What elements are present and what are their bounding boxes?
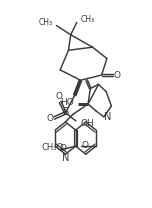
Text: HO: HO (60, 98, 74, 108)
Text: O: O (82, 141, 89, 150)
Text: OH: OH (81, 119, 94, 128)
Text: O: O (46, 114, 53, 123)
Text: O: O (60, 144, 67, 153)
Text: O: O (113, 71, 120, 80)
Text: S: S (63, 107, 69, 117)
Text: N: N (62, 153, 69, 163)
Text: N: N (104, 112, 111, 122)
Text: CH₃: CH₃ (81, 15, 95, 24)
Text: CH₃O: CH₃O (41, 143, 64, 152)
Text: O: O (55, 92, 62, 101)
Text: CH₃: CH₃ (38, 18, 53, 27)
